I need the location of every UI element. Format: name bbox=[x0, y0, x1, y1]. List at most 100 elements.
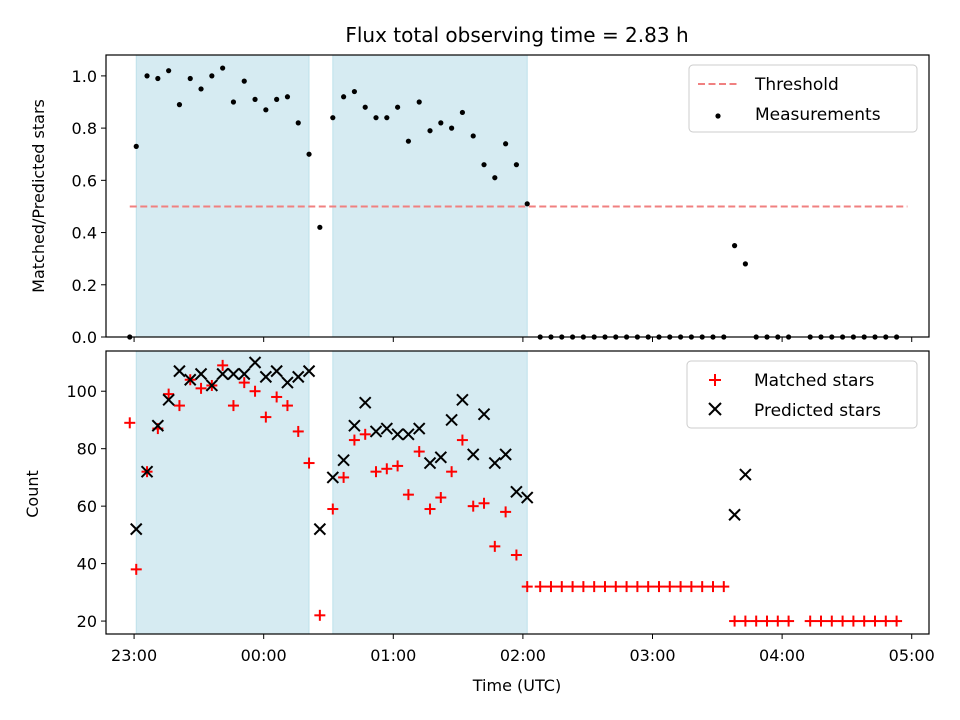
bottom-y-tick-label: 60 bbox=[77, 497, 97, 516]
bottom-y-tick-label: 40 bbox=[77, 555, 97, 574]
matched-star-marker bbox=[249, 385, 261, 397]
matched-star-marker bbox=[292, 425, 304, 437]
measurement-point bbox=[176, 102, 183, 108]
matched-star-marker bbox=[163, 388, 175, 400]
measurement-point bbox=[427, 128, 433, 134]
predicted-star-marker bbox=[140, 465, 154, 478]
top-y-tick-label: 0.0 bbox=[72, 328, 97, 347]
measurement-point bbox=[166, 68, 172, 74]
measurement-point bbox=[362, 104, 368, 110]
measurement-point bbox=[317, 224, 323, 230]
predicted-star-marker bbox=[467, 448, 480, 461]
measurement-point bbox=[133, 143, 139, 149]
matched-star-marker bbox=[424, 503, 436, 515]
measurement-points bbox=[127, 65, 900, 340]
matched-star-marker bbox=[467, 500, 479, 512]
matched-star-marker bbox=[124, 417, 136, 429]
matched-star-marker bbox=[281, 400, 293, 412]
predicted-star-marker bbox=[369, 425, 383, 438]
matched-star-marker bbox=[696, 581, 708, 593]
measurement-point bbox=[492, 175, 498, 181]
shaded-interval bbox=[135, 54, 310, 338]
measurements-legend-swatch bbox=[715, 113, 721, 119]
top-y-ticks: 0.0 0.2 0.4 0.6 0.8 1.0 bbox=[72, 67, 106, 347]
matched-star-marker bbox=[772, 615, 784, 627]
measurement-point bbox=[481, 162, 487, 168]
matched-star-marker bbox=[478, 497, 490, 509]
measurement-point bbox=[155, 75, 161, 82]
matched-star-marker bbox=[729, 615, 741, 627]
matched-star-marker bbox=[173, 400, 185, 412]
matched-star-marker bbox=[880, 615, 892, 627]
top-y-tick-label: 0.4 bbox=[72, 224, 97, 243]
matched-star-marker bbox=[510, 549, 522, 561]
bottom-x-tick-label: 00:00 bbox=[241, 646, 287, 665]
measurement-point bbox=[341, 94, 347, 100]
matched-star-marker bbox=[783, 615, 795, 627]
predicted-star-marker bbox=[380, 422, 394, 435]
predicted-star-marker bbox=[184, 373, 197, 386]
matched-star-marker bbox=[271, 391, 283, 403]
matched-star-marker bbox=[381, 463, 393, 475]
shaded-interval bbox=[332, 350, 528, 635]
matched-star-marker bbox=[707, 581, 719, 593]
measurement-point bbox=[395, 104, 401, 110]
matched-star-marker bbox=[739, 615, 751, 627]
measurement-point bbox=[438, 120, 444, 126]
measurement-point bbox=[187, 75, 193, 82]
predicted-star-marker bbox=[281, 376, 294, 389]
measurement-point bbox=[513, 162, 520, 168]
matched-star-marker bbox=[642, 581, 654, 593]
matched-star-marker bbox=[227, 400, 239, 412]
predicted-star-marker bbox=[391, 428, 404, 441]
matched-star-marker bbox=[761, 615, 773, 627]
x-axis-label: Time (UTC) bbox=[472, 676, 561, 695]
predicted-star-marker bbox=[413, 422, 426, 435]
bottom-panel: 20 40 60 80 100 23:00 00:00 01:00 02:00 03:00 04:… bbox=[23, 350, 935, 695]
predicted-star-marker bbox=[130, 522, 143, 536]
top-legend-box bbox=[688, 64, 918, 133]
matched-star-marker bbox=[556, 581, 568, 593]
measurement-point bbox=[330, 115, 336, 121]
top-panel: 0.0 0.2 0.4 0.6 0.8 1.0 Matched/Predicted sta… bbox=[29, 54, 930, 347]
predicted-star-marker bbox=[739, 468, 752, 481]
matched-star-marker bbox=[314, 609, 326, 621]
measurement-point bbox=[220, 65, 226, 71]
measurement-point bbox=[252, 96, 258, 102]
predicted-star-marker bbox=[270, 364, 283, 378]
predicted-star-marker bbox=[402, 428, 415, 441]
top-legend: Threshold Measurements bbox=[688, 64, 918, 133]
predicted-star-marker bbox=[326, 471, 340, 484]
measurement-point bbox=[306, 151, 312, 157]
matched-star-marker bbox=[500, 506, 512, 518]
top-y-axis-label: Matched/Predicted stars bbox=[29, 99, 48, 293]
top-y-tick-label: 0.2 bbox=[72, 276, 97, 295]
top-y-tick-label: 0.6 bbox=[72, 171, 97, 190]
matched-star-marker bbox=[327, 503, 339, 515]
bottom-y-tick-label: 80 bbox=[77, 440, 97, 459]
measurement-point bbox=[144, 73, 150, 79]
predicted-star-marker bbox=[292, 370, 305, 384]
matched-star-marker bbox=[238, 377, 250, 389]
matched-star-marker bbox=[610, 581, 622, 593]
predicted-star-marker bbox=[477, 408, 491, 421]
matched-star-marker bbox=[858, 615, 870, 627]
top-plot-frame bbox=[105, 54, 930, 338]
matched-star-marker bbox=[869, 615, 881, 627]
threshold-legend-label: Threshold bbox=[754, 75, 839, 95]
matched-star-marker bbox=[718, 581, 730, 593]
predicted-star-marker bbox=[510, 485, 523, 498]
predicted-star-marker bbox=[423, 456, 437, 470]
measurements-legend-label: Measurements bbox=[755, 105, 881, 125]
matched-star-points bbox=[124, 359, 903, 627]
matched-star-marker bbox=[545, 581, 557, 593]
measurement-point bbox=[449, 125, 455, 131]
predicted-star-marker bbox=[728, 508, 741, 521]
bottom-x-tick-label: 02:00 bbox=[500, 646, 546, 665]
matched-star-marker bbox=[130, 563, 142, 575]
predicted-star-marker bbox=[456, 393, 469, 407]
measurement-point bbox=[384, 115, 390, 121]
predicted-star-marker bbox=[359, 396, 372, 409]
predicted-star-marker bbox=[227, 367, 240, 381]
